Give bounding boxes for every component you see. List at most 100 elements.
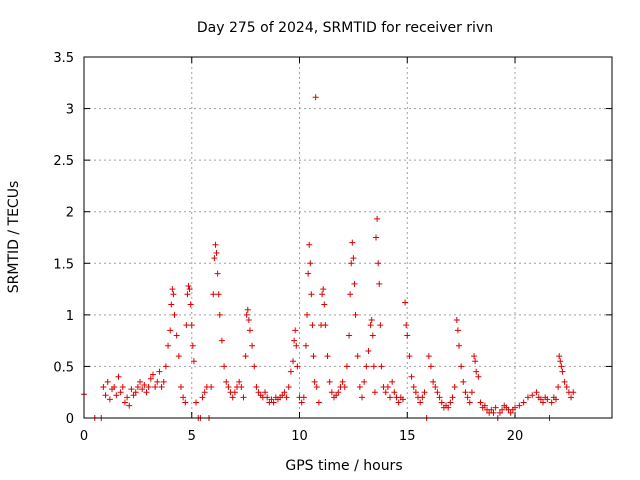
data-point: [121, 399, 128, 406]
data-point: [309, 322, 316, 329]
data-point: [165, 342, 172, 349]
data-point: [190, 358, 197, 365]
data-point: [363, 363, 370, 370]
data-point: [264, 394, 271, 401]
data-point: [167, 327, 174, 334]
data-point: [555, 384, 562, 391]
y-tick-labels: 0 0.5 1 1.5 2 2.5 3 3.5: [53, 51, 74, 427]
data-point: [333, 392, 340, 399]
x-tick-label: 15: [399, 429, 416, 444]
y-tick-label: 1: [66, 309, 74, 324]
data-point: [430, 378, 437, 385]
data-point: [354, 353, 361, 360]
data-point: [568, 394, 575, 401]
data-point: [211, 255, 218, 262]
data-point: [213, 249, 220, 256]
data-point: [315, 399, 322, 406]
data-point: [285, 384, 292, 391]
data-point: [223, 378, 230, 385]
data-point: [147, 375, 154, 382]
data-point: [464, 394, 471, 401]
data-point: [268, 396, 275, 403]
data-point: [298, 399, 305, 406]
data-point: [115, 373, 122, 380]
data-point: [168, 301, 175, 308]
data-point: [557, 358, 564, 365]
data-point: [242, 353, 249, 360]
data-point: [356, 384, 363, 391]
data-point: [177, 384, 184, 391]
data-point: [158, 384, 165, 391]
data-point: [225, 384, 232, 391]
data-point: [160, 378, 167, 385]
data-point: [215, 291, 222, 298]
data-point: [139, 386, 146, 393]
data-point: [533, 389, 540, 396]
y-tick-label: 2.5: [53, 154, 74, 169]
data-point: [544, 396, 551, 403]
data-point: [218, 337, 225, 344]
data-point: [427, 363, 434, 370]
data-point: [243, 311, 250, 318]
data-point: [290, 358, 297, 365]
y-tick-label: 0: [66, 412, 74, 427]
data-point: [262, 389, 269, 396]
y-tick-label: 0.5: [53, 360, 74, 375]
x-tick-label: 0: [80, 429, 88, 444]
axis-ticks: [83, 56, 612, 419]
data-point: [432, 384, 439, 391]
data-point: [438, 399, 445, 406]
data-point: [477, 399, 484, 406]
x-tick-label: 20: [507, 429, 524, 444]
data-point: [449, 394, 456, 401]
data-point: [208, 384, 215, 391]
data-point: [236, 378, 243, 385]
data-point: [294, 363, 301, 370]
data-point: [447, 399, 454, 406]
data-point: [339, 378, 346, 385]
data-point: [512, 404, 519, 411]
data-point: [188, 322, 195, 329]
data-point: [419, 394, 426, 401]
data-point: [124, 394, 131, 401]
data-point: [558, 363, 565, 370]
data-point: [328, 389, 335, 396]
data-point: [100, 384, 107, 391]
data-point: [173, 332, 180, 339]
data-point: [132, 389, 139, 396]
data-point: [453, 317, 460, 324]
data-point: [255, 389, 262, 396]
data-point: [279, 392, 286, 399]
data-point: [308, 291, 315, 298]
y-tick-label: 2: [66, 206, 74, 221]
data-point: [320, 286, 327, 293]
data-point: [312, 94, 319, 101]
data-point: [475, 373, 482, 380]
data-point: [231, 389, 238, 396]
data-point: [540, 399, 547, 406]
data-point: [311, 378, 318, 385]
data-point: [111, 384, 118, 391]
data-point: [389, 378, 396, 385]
data-point: [421, 389, 428, 396]
data-point: [402, 299, 409, 306]
data-point: [306, 241, 313, 248]
data-point: [199, 394, 206, 401]
data-point: [458, 363, 465, 370]
data-point: [425, 353, 432, 360]
data-point: [434, 389, 441, 396]
data-point: [370, 363, 377, 370]
data-point: [367, 322, 374, 329]
data-point: [529, 392, 536, 399]
data-point: [359, 394, 366, 401]
data-point: [348, 260, 355, 267]
data-point: [373, 234, 380, 241]
data-point: [352, 311, 359, 318]
data-point: [488, 406, 495, 413]
data-point: [481, 402, 488, 409]
data-point: [369, 332, 376, 339]
data-point: [377, 322, 384, 329]
data-point: [343, 363, 350, 370]
data-point: [183, 322, 190, 329]
